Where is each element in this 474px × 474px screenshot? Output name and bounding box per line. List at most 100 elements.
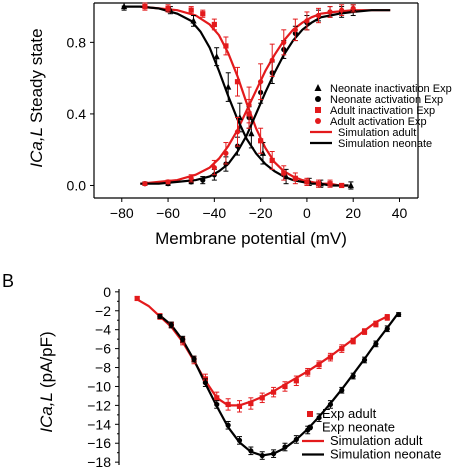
panel0-data-point — [327, 181, 333, 187]
panel1-data-point — [282, 444, 288, 450]
panel0-legend-entry: Simulation neonate — [338, 138, 432, 150]
panel0-data-point — [248, 129, 255, 137]
panel1-data-point — [270, 451, 277, 457]
panel1-legend-entry: Simulation neonate — [330, 447, 441, 462]
panel0-data-point — [315, 181, 322, 187]
panel0-data-point — [142, 181, 148, 187]
panel0-data-point — [120, 2, 128, 10]
panel1-y-tick-label: −14 — [87, 416, 111, 432]
panel1-data-point — [339, 346, 345, 352]
panel1-y-tick-label: −2 — [95, 303, 111, 319]
panel0-data-point — [213, 53, 220, 60]
panel1-data-point — [293, 378, 299, 384]
panel0-data-point — [304, 179, 310, 185]
panel0-data-point — [339, 182, 345, 189]
panel-b: B ICa,L(pA/pF) 0 −2 −4 −6 −8 −10 −12 −14 −16 −18 E… — [2, 271, 441, 470]
panel1-legend-swatch — [307, 424, 313, 431]
panel0-legend-swatch — [314, 84, 322, 91]
panel1-data-point — [316, 415, 322, 421]
panel0-x-tick-label: 40 — [392, 205, 408, 221]
panel1-data-point — [168, 322, 174, 328]
panel0-x-tick-label: −40 — [202, 205, 226, 221]
panel1-data-point — [316, 362, 322, 368]
panel0-data-point — [165, 5, 171, 11]
panel1-data-point — [236, 437, 243, 443]
panel1-y-tick-label: −16 — [87, 435, 111, 451]
panel1-y-tick-label: −4 — [95, 322, 111, 338]
panel1-data-point — [214, 401, 220, 408]
panel0-data-point — [188, 7, 194, 13]
panel0-data-point — [211, 21, 217, 28]
panel1-data-point — [305, 369, 311, 375]
panel0-y-tick-label: 0.4 — [67, 106, 87, 122]
panel1-data-point — [248, 400, 254, 407]
panel0-data-point — [258, 138, 264, 144]
panel0-data-point — [327, 9, 333, 15]
panel1-data-point — [157, 313, 163, 320]
panel0-data-point — [200, 177, 206, 183]
panel0-x-tick-label: 20 — [345, 205, 361, 221]
panel1-data-point — [282, 383, 288, 390]
panel1-legend-entry: Exp neonate — [322, 420, 395, 435]
panel1-data-point — [248, 448, 254, 454]
panel0-data-point — [223, 43, 229, 49]
panel1-series-line — [136, 298, 388, 407]
panel0-data-point — [292, 27, 298, 33]
panel1-y-tick-label: −10 — [87, 378, 111, 394]
panel0-legend-swatch — [315, 107, 321, 113]
panel0-x-tick-label: −20 — [249, 205, 273, 221]
panel1-legend-swatch — [307, 411, 313, 417]
panel1-data-point — [225, 422, 231, 428]
panel1-data-point — [202, 380, 208, 386]
panel0-legend-entry: Neonate inactivation Exp — [330, 83, 452, 95]
panel1-data-point — [361, 357, 368, 363]
panel0-data-point — [225, 83, 232, 90]
panel0-data-point — [200, 11, 206, 17]
panel0-data-point — [281, 39, 287, 45]
panel1-data-point — [361, 328, 368, 335]
panel0-data-point — [246, 102, 252, 108]
panel0-data-point — [165, 179, 171, 185]
panel0-y-tick-label: 0.8 — [67, 34, 87, 50]
panel1-data-point — [373, 341, 379, 347]
panel1-legend-entry: Simulation adult — [330, 433, 423, 448]
y-axis-label-b: ICa,L(pA/pF) — [37, 331, 56, 432]
panel0-legend-entry: Neonate activation Exp — [330, 94, 443, 106]
panel0-data-point — [223, 150, 229, 156]
panel1-data-point — [327, 354, 334, 360]
panel-label-b: B — [2, 271, 14, 291]
panel-a: ICa,LSteady state Membrane potential (mV… — [27, 2, 452, 248]
panel0-data-point — [234, 79, 241, 85]
panel1-data-point — [339, 387, 345, 393]
panel0-legend-swatch — [315, 118, 321, 124]
panel1-y-tick-label: −18 — [87, 454, 111, 470]
panel0-data-point — [281, 170, 287, 176]
panel1-y-tick-label: 0 — [103, 284, 111, 300]
panel0-data-point — [315, 12, 322, 19]
panel0-data-point — [234, 129, 241, 135]
panel1-data-point — [327, 401, 334, 408]
panel0-data-point — [211, 164, 217, 171]
panel1-y-tick-label: −8 — [95, 360, 111, 376]
panel0-legend-entry: Simulation adult — [338, 127, 416, 139]
panel0-data-point — [190, 17, 197, 24]
panel0-data-point — [347, 181, 354, 189]
panel1-data-point — [225, 401, 231, 408]
panel0-data-point — [188, 175, 194, 181]
panel1-data-point — [384, 314, 390, 320]
panel0-y-tick-label: 0.0 — [67, 177, 87, 193]
panel0-data-point — [292, 175, 298, 181]
panel0-x-tick-label: −60 — [156, 205, 180, 221]
panel1-data-point — [350, 338, 356, 344]
panel1-data-point — [350, 373, 356, 379]
panel1-data-point — [191, 356, 197, 362]
panel1-y-tick-label: −6 — [95, 341, 111, 357]
panel1-data-point — [396, 311, 402, 318]
x-axis-label-a: Membrane potential (mV) — [155, 229, 347, 248]
panel0-data-point — [304, 18, 310, 24]
panel0-legend-entry: Adult inactivation Exp — [330, 105, 435, 117]
panel0-legend-swatch — [315, 96, 321, 102]
panel1-data-point — [259, 452, 265, 459]
panel0-data-point — [339, 7, 345, 13]
